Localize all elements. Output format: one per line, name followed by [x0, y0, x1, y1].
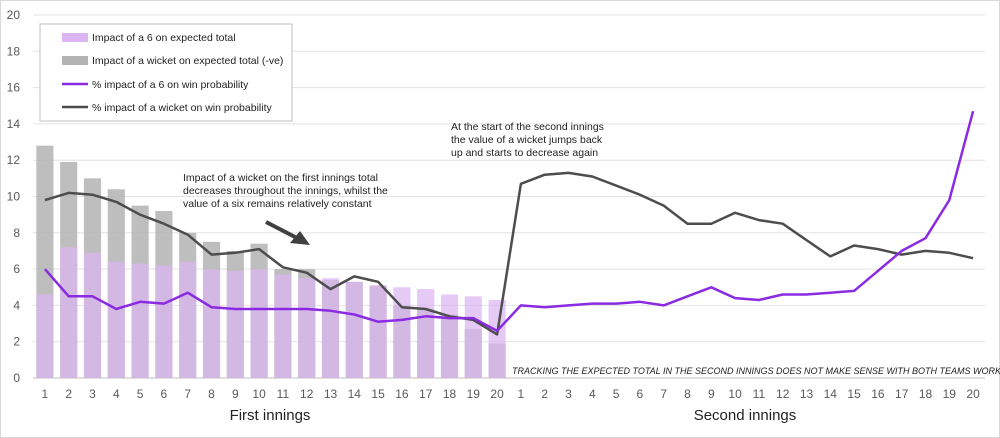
- bar-six-expected-total: [179, 261, 197, 378]
- x-tick-label: 2: [541, 387, 548, 401]
- x-tick-label: 9: [232, 387, 239, 401]
- bar-six-expected-total: [226, 270, 244, 378]
- x-tick-label: 10: [728, 387, 742, 401]
- x-tick-label: 6: [637, 387, 644, 401]
- bar-six-expected-total: [464, 296, 482, 378]
- annotation-second-line-3: up and starts to decrease again: [451, 147, 598, 159]
- lines: [43, 110, 975, 336]
- annotation-arrow-shaft: [265, 220, 298, 240]
- bar-six-expected-total: [36, 294, 54, 378]
- y-tick-label: 8: [13, 226, 20, 240]
- bar-six-expected-total: [83, 252, 102, 378]
- y-tick-label: 16: [7, 81, 21, 95]
- x-tick-label: 19: [943, 387, 957, 401]
- group-label-second-innings: Second innings: [694, 407, 797, 424]
- legend-label-wicket-expected: Impact of a wicket on expected total (-v…: [92, 55, 283, 67]
- bar-six-expected-total: [131, 263, 149, 378]
- x-tick-label: 19: [467, 387, 481, 401]
- x-tick-label: 15: [847, 387, 861, 401]
- y-tick-label: 10: [7, 190, 21, 204]
- x-tick-label: 14: [824, 387, 838, 401]
- annotation-first-line-1: Impact of a wicket on the first innings …: [183, 172, 378, 184]
- x-tick-label: 8: [684, 387, 691, 401]
- x-tick-label: 4: [589, 387, 596, 401]
- x-tick-label: 7: [660, 387, 667, 401]
- annotation-first-innings: Impact of a wicket on the first innings …: [183, 172, 388, 245]
- y-tick-label: 18: [7, 44, 21, 58]
- y-tick-label: 0: [13, 371, 20, 385]
- annotation-first-line-3: value of a six remains relatively consta…: [183, 198, 372, 210]
- x-tick-label: 18: [443, 387, 457, 401]
- bar-six-expected-total: [202, 269, 221, 378]
- x-tick-label: 14: [348, 387, 362, 401]
- x-tick-label: 3: [565, 387, 572, 401]
- x-tick-label: 2: [65, 387, 72, 401]
- x-tick-label: 1: [518, 387, 525, 401]
- x-tick-label: 20: [490, 387, 504, 401]
- bar-six-expected-total: [298, 278, 316, 378]
- bar-six-expected-total: [369, 285, 387, 378]
- legend-label-six-win: % impact of a 6 on win probability: [92, 79, 249, 91]
- legend-swatch-wicket-expected: [62, 56, 88, 65]
- x-tick-label: 3: [89, 387, 96, 401]
- annotation-note: TRACKING THE EXPECTED TOTAL IN THE SECON…: [512, 366, 1000, 376]
- bar-six-expected-total: [60, 247, 78, 378]
- y-axis-ticks: 0 2 4 6 8 10 12 14 16 18 20: [7, 8, 21, 385]
- x-tick-label: 20: [966, 387, 980, 401]
- y-tick-label: 12: [7, 153, 21, 167]
- bar-six-expected-total: [155, 265, 173, 378]
- annotation-arrow-head: [290, 231, 310, 245]
- x-tick-label: 7: [184, 387, 191, 401]
- x-tick-label: 17: [895, 387, 909, 401]
- annotation-second-line-2: the value of a wicket jumps back: [451, 134, 603, 146]
- legend-label-six-expected: Impact of a 6 on expected total: [92, 32, 236, 44]
- x-tick-label: 10: [252, 387, 266, 401]
- x-tick-label: 6: [161, 387, 168, 401]
- annotation-second-line-1: At the start of the second innings: [451, 121, 604, 133]
- bar-six-expected-total: [321, 278, 340, 378]
- x-tick-label: 15: [371, 387, 385, 401]
- x-tick-label: 11: [753, 387, 766, 401]
- y-tick-label: 2: [13, 335, 20, 349]
- x-tick-label: 11: [277, 387, 290, 401]
- x-tick-label: 12: [300, 387, 314, 401]
- annotation-first-line-2: decreases throughout the innings, whilst…: [183, 185, 388, 197]
- x-tick-label: 13: [800, 387, 814, 401]
- x-tick-label: 9: [708, 387, 715, 401]
- annotation-second-innings: At the start of the second innings the v…: [451, 121, 604, 159]
- x-tick-label: 5: [613, 387, 620, 401]
- bar-six-expected-total: [250, 269, 268, 378]
- bar-six-expected-total: [393, 287, 411, 378]
- legend: Impact of a 6 on expected total Impact o…: [39, 23, 293, 122]
- x-tick-label: 5: [137, 387, 144, 401]
- bar-six-expected-total: [345, 281, 363, 378]
- x-axis-ticks: 1 2 3 4 5 6 7 8 9 10 11 12 13 14 15 16 17 18 19 20 1 2 3 4 5 6 7 8 9…: [42, 387, 981, 401]
- bar-six-expected-total: [488, 299, 506, 378]
- y-tick-label: 4: [13, 298, 20, 312]
- x-tick-label: 4: [113, 387, 120, 401]
- x-tick-label: 12: [776, 387, 790, 401]
- bar-six-expected-total: [417, 289, 435, 378]
- line-six-win-probability: [43, 110, 975, 333]
- y-tick-label: 14: [7, 117, 21, 131]
- legend-swatch-six-expected: [62, 33, 88, 42]
- x-tick-label: 17: [419, 387, 433, 401]
- bars: [36, 145, 506, 378]
- bar-six-expected-total: [274, 274, 292, 378]
- bar-six-expected-total: [107, 261, 125, 378]
- legend-label-wicket-win: % impact of a wicket on win probability: [92, 102, 272, 114]
- group-label-first-innings: First innings: [230, 407, 311, 424]
- bar-six-expected-total: [440, 294, 459, 378]
- x-tick-label: 13: [324, 387, 338, 401]
- y-tick-label: 6: [13, 262, 20, 276]
- y-tick-label: 20: [7, 8, 21, 22]
- x-tick-label: 16: [395, 387, 409, 401]
- x-tick-label: 1: [42, 387, 49, 401]
- x-tick-label: 18: [919, 387, 933, 401]
- line-wicket-win-probability: [44, 171, 974, 336]
- x-tick-label: 16: [871, 387, 885, 401]
- x-tick-label: 8: [208, 387, 215, 401]
